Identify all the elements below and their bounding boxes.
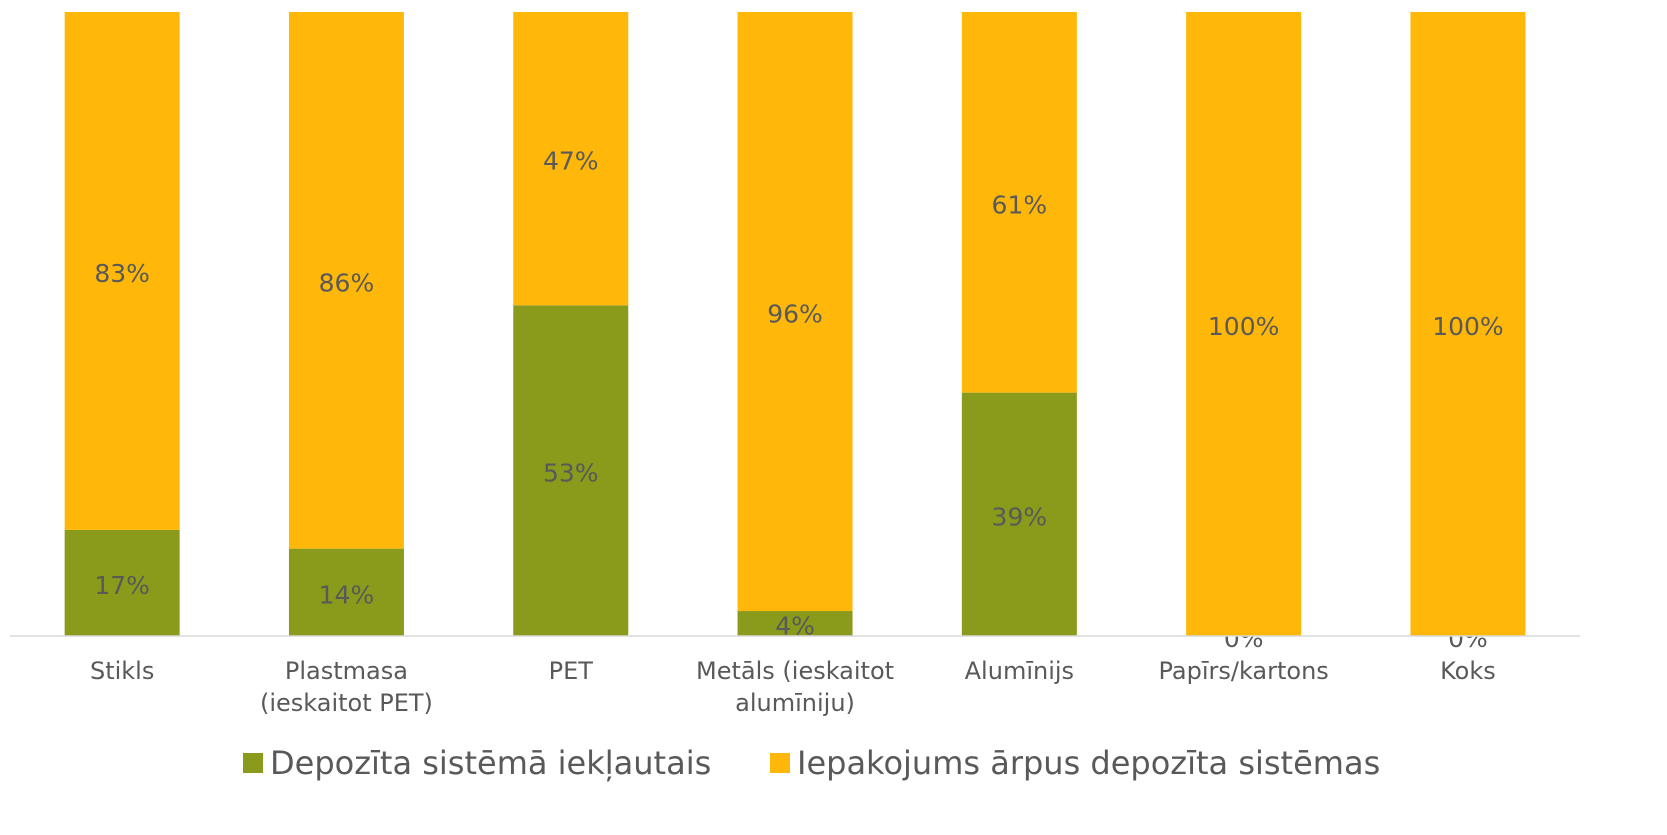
- bar-segment: [737, 12, 853, 612]
- bar-segment: [961, 392, 1077, 636]
- x-tick-label: Alumīnijs: [965, 657, 1074, 685]
- data-label: 14%: [319, 580, 375, 609]
- legend-swatch: [243, 753, 263, 773]
- x-tick-label: Koks: [1440, 657, 1496, 685]
- legend-label: Iepakojums ārpus depozīta sistēmas: [797, 744, 1380, 782]
- legend-label: Depozīta sistēmā iekļautais: [270, 744, 711, 782]
- bar-segment: [513, 305, 629, 636]
- x-tick-label: Plastmasa (ieskaitot PET): [260, 657, 433, 717]
- x-tick-label: Stikls: [90, 657, 154, 685]
- label-line: Plastmasa: [285, 657, 408, 685]
- data-label: 96%: [767, 300, 823, 329]
- x-tick-label: Papīrs/kartons: [1158, 657, 1328, 685]
- bar-segment: [737, 611, 853, 636]
- bar-segment: [961, 12, 1077, 393]
- data-label: 61%: [992, 190, 1048, 219]
- data-label: 39%: [992, 502, 1048, 531]
- bar-segment: [64, 12, 180, 530]
- data-label: 47%: [543, 147, 599, 176]
- bar-segment: [288, 12, 404, 549]
- bar-segment: [288, 548, 404, 636]
- legend-swatch: [770, 753, 790, 773]
- bar-segment: [1186, 12, 1302, 636]
- data-label: 86%: [319, 268, 375, 297]
- bar-segment: [513, 12, 629, 306]
- data-label: 100%: [1432, 312, 1503, 341]
- x-tick-label: Metāls (ieskaitot alumīniju): [696, 657, 894, 717]
- data-label: 83%: [94, 259, 150, 288]
- label-line: (ieskaitot PET): [260, 689, 433, 717]
- data-label: 100%: [1208, 312, 1279, 341]
- x-tick-label: PET: [549, 657, 594, 685]
- data-label: 17%: [94, 571, 150, 600]
- bar-segment: [64, 529, 180, 636]
- label-line: Metāls (ieskaitot: [696, 657, 894, 685]
- data-label: 53%: [543, 459, 599, 488]
- label-line: alumīniju): [735, 689, 855, 717]
- bar-segment: [1410, 12, 1526, 636]
